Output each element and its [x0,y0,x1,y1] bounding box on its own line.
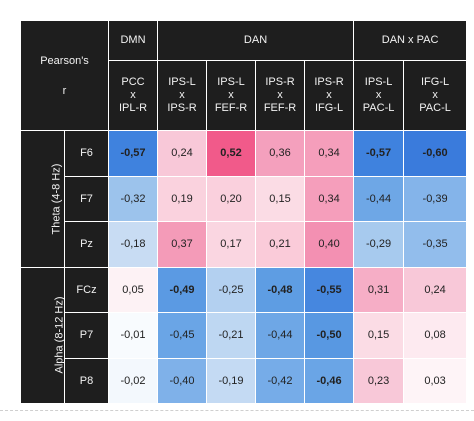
correlation-cell: 0,15 [255,175,306,222]
column-header-line: x [432,89,438,101]
correlation-cell: -0,57 [353,130,405,177]
column-header-line: IPS-R [265,76,295,88]
correlation-cell: 0,15 [353,312,405,359]
column-header-line: PCC [121,76,145,88]
correlation-cell: -0,44 [353,175,405,222]
correlation-cell: -0,55 [304,266,355,313]
group-header-dan: DAN [157,20,355,61]
electrode-label: F6 [63,130,110,177]
column-header: PCC x IPL-R [108,60,159,131]
column-header-line: IPS-R [167,102,197,114]
column-header-line: IPS-L [364,76,393,88]
correlation-cell: -0,25 [206,266,257,313]
correlation-cell: -0,44 [255,312,306,359]
correlation-cell: 0,24 [403,266,468,313]
electrode-label: FCz [63,266,110,313]
correlation-cell: -0,32 [108,175,159,222]
column-header-line: IPS-L [217,76,245,88]
correlation-cell: 0,23 [353,357,405,404]
correlation-cell: -0,21 [206,312,257,359]
column-header: IPS-L x PAC-L [353,60,405,131]
correlation-cell: 0,24 [157,130,208,177]
corner-line-1: Pearson's [40,54,89,67]
column-header: IPS-L x FEF-R [206,60,257,131]
frequency-band-text: Alpha (8-12 Hz) [53,296,65,374]
column-header: IPS-L x IPS-R [157,60,208,131]
correlation-cell: -0,35 [403,221,468,268]
electrode-label: P7 [63,312,110,359]
corner-header: Pearson's r [19,20,110,131]
bottom-divider [0,410,474,411]
frequency-band-text: Theta (4-8 Hz) [50,163,63,235]
correlation-cell: -0,57 [108,130,159,177]
correlation-cell: 0,34 [304,130,355,177]
correlation-cell: 0,17 [206,221,257,268]
correlation-cell: -0,19 [206,357,257,404]
column-header-line: x [277,89,283,101]
table-row: Theta (4-8 Hz) F6 -0,57 0,24 0,52 0,36 0,34 -0,… [20,130,468,268]
correlation-cell: -0,50 [304,312,355,359]
table-body: Theta (4-8 Hz) F6 -0,57 0,24 0,52 0,36 0,34 -0,… [20,130,468,404]
column-header-line: x [228,89,234,101]
electrode-label: F7 [63,175,110,222]
column-header-row: PCC x IPL-R IPS-L x IPS-R IPS-L x FEF-R IPS-R x FEF… [21,60,468,131]
frequency-band-label: Theta (4-8 Hz) [20,130,65,268]
column-header-line: x [326,89,332,101]
correlation-cell: 0,03 [403,357,468,404]
correlation-cell: -0,39 [403,175,468,222]
group-header-dan-pac: DAN x PAC [353,20,468,61]
frequency-band-label: Alpha (8-12 Hz) [20,266,65,404]
column-header-line: x [375,89,382,101]
column-header-line: IPS-R [314,76,344,88]
correlation-cell: 0,31 [353,266,405,313]
group-header-dmn: DMN [108,20,159,61]
correlation-cell: -0,02 [108,357,159,404]
correlation-cell: -0,01 [108,312,159,359]
column-header-line: x [130,89,136,101]
column-header-line: IPL-R [118,102,148,114]
correlation-cell: 0,08 [403,312,468,359]
correlation-cell: 0,19 [157,175,208,222]
correlation-cell: 0,36 [255,130,306,177]
correlation-cell: -0,18 [108,221,159,268]
column-header-line: PAC-L [419,102,451,114]
correlation-cell: -0,40 [157,357,208,404]
correlation-cell: 0,37 [157,221,208,268]
column-header-line: FEF-R [263,102,297,114]
correlation-cell: -0,45 [157,312,208,359]
column-header-line: x [179,89,185,101]
table-row: F7 -0,32 0,19 0,20 0,15 0,34 -0,44 -0,39 [21,175,468,222]
column-header-line: FEF-R [214,102,248,114]
table-row: P7 -0,01 -0,45 -0,21 -0,44 -0,50 0,15 0,08 [21,312,468,359]
correlation-cell: 0,20 [206,175,257,222]
table-row: Pz -0,18 0,37 0,17 0,21 0,40 -0,29 -0,35 [21,221,468,268]
correlation-cell: 0,40 [304,221,355,268]
correlation-heatmap-table: Pearson's r DMN DAN DAN x PAC PCC x IPL-R I… [19,20,468,404]
column-header: IPS-R x IFG-L [304,60,355,131]
corner-line-2: r [62,84,67,97]
correlation-cell: 0,05 [108,266,159,313]
column-header-line: IFG-L [421,76,450,88]
column-header-line: PAC-L [362,102,395,114]
correlation-cell: -0,42 [255,357,306,404]
correlation-cell: 0,21 [255,221,306,268]
correlation-cell: -0,48 [255,266,306,313]
electrode-label: P8 [63,357,110,404]
correlation-cell: 0,34 [304,175,355,222]
column-header: IPS-R x FEF-R [255,60,306,131]
electrode-label: Pz [63,221,110,268]
column-header: IFG-L x PAC-L [403,60,468,131]
correlation-cell: 0,52 [206,130,257,177]
correlation-cell: -0,49 [157,266,208,313]
correlation-cell: -0,60 [403,130,468,177]
group-header-row: Pearson's r DMN DAN DAN x PAC [19,20,468,131]
correlation-cell: -0,29 [353,221,405,268]
column-header-line: IFG-L [314,102,344,114]
correlation-cell: -0,46 [304,357,355,404]
column-header-line: IPS-L [168,76,196,88]
table-row: P8 -0,02 -0,40 -0,19 -0,42 -0,46 0,23 0,03 [21,357,468,404]
table-row: Alpha (8-12 Hz) FCz 0,05 -0,49 -0,25 -0,48 -0,… [20,266,468,404]
